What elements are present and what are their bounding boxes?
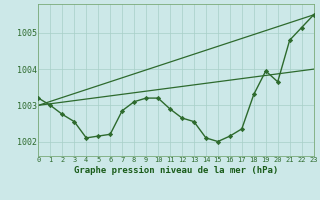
X-axis label: Graphe pression niveau de la mer (hPa): Graphe pression niveau de la mer (hPa): [74, 166, 278, 175]
